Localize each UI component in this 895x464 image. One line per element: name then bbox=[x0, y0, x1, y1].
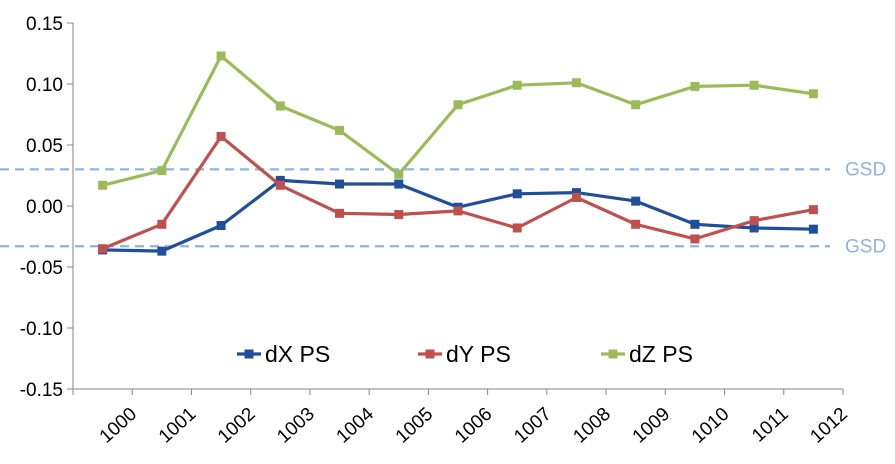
x-tick-label: 1009 bbox=[629, 404, 674, 448]
y-tick-label: -0.10 bbox=[20, 319, 63, 340]
data-point-dz-ps bbox=[275, 101, 285, 111]
data-point-dy-ps bbox=[394, 210, 404, 220]
legend-swatch-marker bbox=[425, 349, 435, 359]
data-point-dy-ps bbox=[216, 131, 226, 141]
data-point-dx-ps bbox=[216, 221, 226, 231]
data-point-dz-ps bbox=[808, 89, 818, 99]
x-tick-label: 1010 bbox=[688, 404, 733, 448]
legend-swatch-marker bbox=[608, 349, 618, 359]
legend-item-dz-ps: dZ PS bbox=[601, 341, 693, 367]
legend: dX PS dY PS dZ PS bbox=[237, 341, 693, 367]
y-tick-label: 0.00 bbox=[26, 197, 63, 218]
gsd-reference-label: GSD bbox=[845, 236, 886, 257]
data-point-dz-ps bbox=[512, 80, 522, 90]
x-tick-label: 1004 bbox=[333, 403, 379, 447]
x-tick-label: 1001 bbox=[155, 404, 200, 448]
series-dz-ps bbox=[98, 51, 818, 190]
data-point-dy-ps bbox=[749, 216, 759, 226]
series-layer bbox=[98, 51, 818, 256]
x-tick-label: 1005 bbox=[392, 404, 437, 448]
data-point-dx-ps bbox=[690, 219, 700, 229]
x-tick-label: 1008 bbox=[569, 404, 614, 448]
data-point-dx-ps bbox=[275, 175, 285, 185]
x-tick-label: 1006 bbox=[451, 404, 496, 448]
series-line-dx-ps bbox=[102, 178, 814, 253]
x-tick-label: 1007 bbox=[510, 404, 555, 448]
x-tick-label: 1000 bbox=[96, 404, 141, 448]
x-tick-label: 1011 bbox=[748, 404, 792, 447]
data-point-dz-ps bbox=[690, 81, 700, 91]
data-point-dy-ps bbox=[335, 208, 345, 218]
data-point-dz-ps bbox=[98, 180, 108, 190]
data-point-dy-ps bbox=[631, 219, 641, 229]
data-point-dz-ps bbox=[453, 100, 463, 110]
series-dx-ps bbox=[98, 175, 818, 256]
legend-label: dZ PS bbox=[629, 341, 693, 367]
data-point-dy-ps bbox=[275, 180, 285, 190]
legend-swatch-marker bbox=[244, 349, 254, 359]
gsd-reference-label: GSD bbox=[845, 159, 886, 180]
data-point-dx-ps bbox=[394, 179, 404, 189]
y-tick-label: -0.05 bbox=[20, 258, 63, 279]
series-line-dz-ps bbox=[102, 54, 814, 187]
x-tick-label: 1012 bbox=[806, 404, 851, 448]
y-tick-label: 0.05 bbox=[26, 136, 63, 157]
data-point-dx-ps bbox=[512, 189, 522, 199]
reference-lines: GSD GSD bbox=[0, 159, 886, 257]
legend-label: dY PS bbox=[446, 341, 511, 367]
data-point-dx-ps bbox=[808, 224, 818, 234]
data-point-dz-ps bbox=[335, 125, 345, 135]
data-point-dx-ps bbox=[157, 246, 167, 256]
data-point-dz-ps bbox=[394, 169, 404, 179]
series-dy-ps bbox=[98, 131, 818, 254]
x-tick-label: 1003 bbox=[273, 404, 318, 448]
data-point-dy-ps bbox=[453, 206, 463, 216]
y-axis: 0.15 0.10 0.05 0.00 -0.05 -0.10 -0.15 bbox=[20, 14, 74, 401]
data-point-dy-ps bbox=[512, 223, 522, 233]
data-point-dx-ps bbox=[571, 188, 581, 198]
data-point-dy-ps bbox=[690, 234, 700, 244]
data-point-dx-ps bbox=[631, 196, 641, 206]
data-point-dz-ps bbox=[749, 80, 759, 90]
data-point-dx-ps bbox=[335, 179, 345, 189]
data-point-dy-ps bbox=[808, 205, 818, 215]
y-tick-label: 0.15 bbox=[26, 14, 63, 35]
data-point-dz-ps bbox=[157, 166, 167, 176]
legend-item-dx-ps: dX PS bbox=[237, 341, 330, 367]
x-axis: 1000 1001 1002 1003 1004 1005 1006 1007 1008 1009… bbox=[72, 388, 852, 448]
data-point-dz-ps bbox=[631, 100, 641, 110]
x-tick-label: 1002 bbox=[214, 404, 259, 448]
data-point-dy-ps bbox=[98, 244, 108, 254]
legend-item-dy-ps: dY PS bbox=[418, 341, 511, 367]
data-point-dx-ps bbox=[749, 223, 759, 233]
data-point-dz-ps bbox=[216, 51, 226, 61]
data-point-dy-ps bbox=[157, 219, 167, 229]
data-point-dz-ps bbox=[571, 78, 581, 88]
y-tick-label: 0.10 bbox=[26, 75, 63, 96]
data-point-dy-ps bbox=[571, 192, 581, 202]
legend-label: dX PS bbox=[265, 341, 330, 367]
y-tick-label: -0.15 bbox=[20, 380, 63, 401]
